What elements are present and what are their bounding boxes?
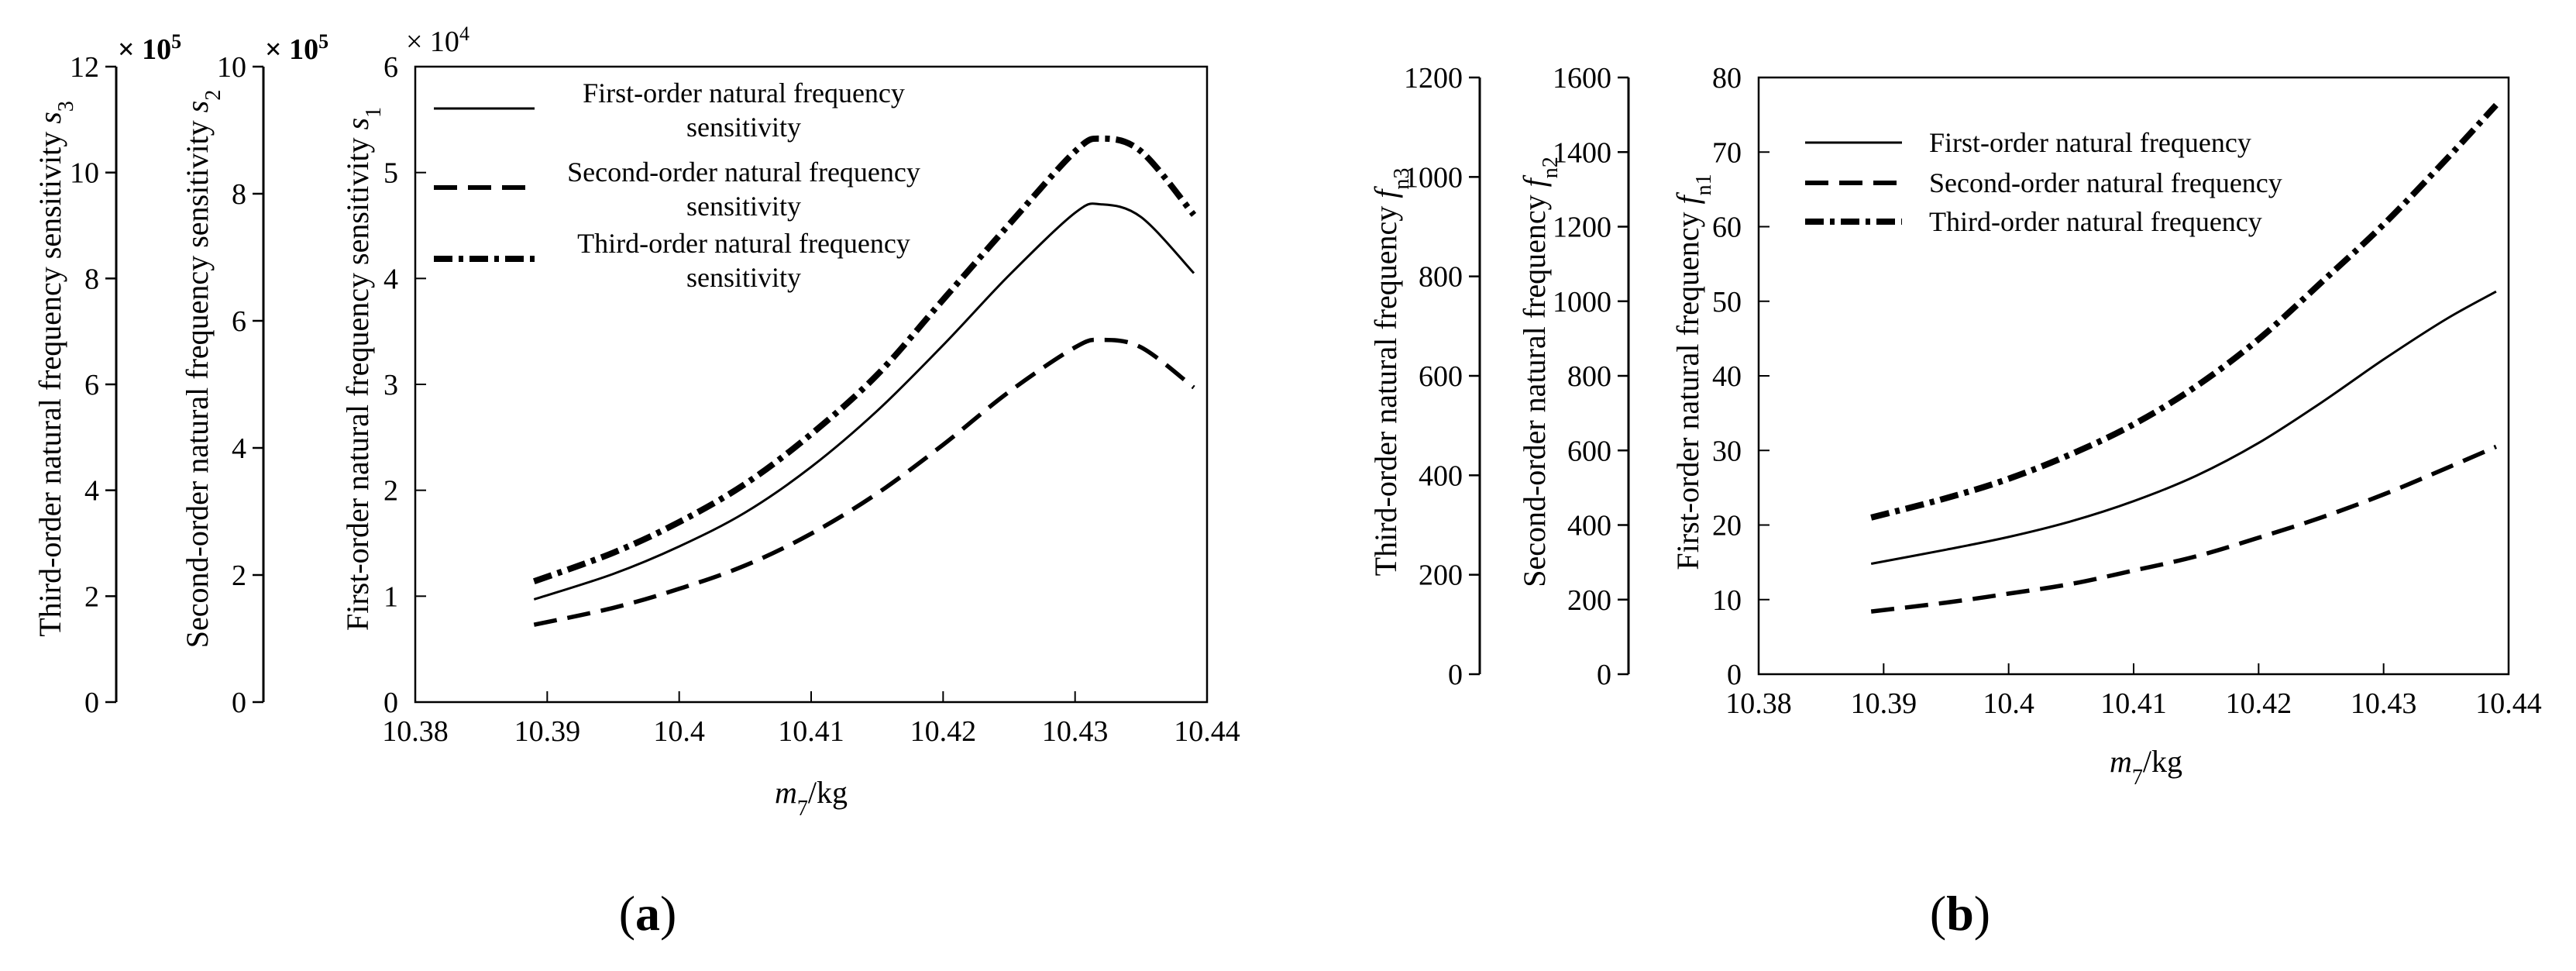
x-tick-label: 10.4 [1983,687,2034,720]
y-tick-label: 3 [383,369,398,401]
y-tick-label: 600 [1419,360,1463,393]
y-axis-label-fn2: Second-order natural frequency fn2 [1517,157,1563,587]
y-tick-label: 10 [217,51,246,84]
x-tick-label: 10.38 [382,715,449,748]
series-a [532,135,1197,627]
x-tick-label: 10.44 [1174,715,1240,748]
y-tick-label: 40 [1712,360,1742,393]
y-tick-label: 8 [232,178,246,211]
legend-label: sensitivity [686,112,801,143]
multiplier-s1: × 104 [406,22,469,59]
x-tick-label: 10.39 [1851,687,1917,720]
x-tick-label: 10.42 [2226,687,2292,720]
y-tick-label: 4 [383,263,398,295]
x-tick-label: 10.43 [2351,687,2417,720]
x-tick-label: 10.39 [514,715,581,748]
x-tick-label: 10.44 [2475,687,2542,720]
y-tick-label: 0 [232,687,246,719]
y-tick-label: 60 [1712,212,1742,244]
y-axes-b: 0102030405060708002004006008001000120014… [1404,62,1769,691]
y-tick-label: 600 [1567,435,1611,467]
y-tick-label: 1000 [1404,161,1463,194]
legend-label: Second-order natural frequency [567,157,920,188]
y-tick-label: 10 [1712,584,1742,617]
y-tick-label: 400 [1419,460,1463,492]
panel-label-a: (a) [619,886,677,941]
y-tick-label: 4 [232,432,246,465]
y-tick-label: 12 [70,51,99,84]
panel-label-b: (b) [1930,886,1990,941]
x-tick-label: 10.43 [1042,715,1109,748]
y-tick-label: 1200 [1404,62,1463,95]
y-tick-label: 2 [84,580,99,613]
y-tick-label: 0 [1597,659,1611,691]
legend-label: Second-order natural frequency [1929,167,2282,198]
chart-panel-a: 10.38 10.39 10.4 10.41 10.42 10.43 10.44 01234… [33,22,1240,942]
legend-label: First-order natural frequency [583,77,905,108]
legend-label: Third-order natural frequency [1929,206,2262,237]
x-tick-label: 10.4 [653,715,705,748]
legend-label: sensitivity [686,262,801,293]
y-tick-label: 4 [84,475,99,508]
series-line-solid [533,202,1195,601]
y-tick-label: 70 [1712,136,1742,169]
series-line-dashdot [532,135,1197,584]
x-axis-label-a: m7/kg [775,775,848,821]
y-tick-label: 800 [1567,360,1611,393]
y-tick-label: 2 [383,475,398,508]
series-line-dashed [1870,444,2497,614]
y-tick-label: 50 [1712,286,1742,319]
legend-label: Third-order natural frequency [577,228,910,259]
legend-label: First-order natural frequency [1929,127,2251,158]
y-axis-label-s1: First-order natural frequency sensitivit… [340,107,386,631]
y-tick-label: 1600 [1553,62,1611,95]
y-tick-label: 80 [1712,62,1742,95]
y-tick-label: 6 [232,305,246,338]
x-ticks-b: 10.38 10.39 10.4 10.41 10.42 10.43 10.44 [1725,663,2542,720]
y-tick-label: 1200 [1553,212,1611,244]
x-tick-label: 10.42 [910,715,977,748]
legend-label: sensitivity [686,191,801,222]
legend-a: First-order natural frequency sensitivit… [434,77,920,293]
y-tick-label: 0 [84,687,99,719]
x-tick-label: 10.41 [2100,687,2167,720]
multiplier-s2: × 105 [265,30,328,67]
y-tick-label: 8 [84,263,99,295]
multiplier-s3: × 105 [118,30,181,67]
y-tick-label: 6 [383,51,398,84]
series-line-dashed [533,337,1195,627]
x-tick-label: 10.41 [778,715,844,748]
series-line-dashdot [1870,102,2499,521]
y-tick-label: 800 [1419,261,1463,294]
y-tick-label: 10 [70,157,99,190]
y-axis-label-fn3: Third-order natural frequency fn3 [1368,168,1414,577]
y-tick-label: 1000 [1553,286,1611,319]
series-line-solid [1870,290,2497,565]
y-tick-label: 1400 [1553,136,1611,169]
x-ticks-a: 10.38 10.39 10.4 10.41 10.42 10.43 10.44 [382,691,1240,748]
y-tick-label: 5 [383,157,398,190]
series-b [1870,102,2499,614]
y-tick-label: 30 [1712,435,1742,467]
y-tick-label: 400 [1567,510,1611,542]
y-tick-label: 200 [1419,560,1463,592]
y-axis-label-fn1: First-order natural frequency fn1 [1670,174,1716,570]
y-tick-label: 0 [1448,659,1463,691]
y-axis-label-s3: Third-order natural frequency sensitivit… [33,101,78,637]
x-tick-label: 10.38 [1725,687,1792,720]
y-tick-label: 2 [232,560,246,592]
x-axis-label-b: m7/kg [2110,744,2182,790]
chart-panel-b: 10.38 10.39 10.4 10.41 10.42 10.43 10.44 0 10 20… [1368,62,2542,941]
y-tick-label: 200 [1567,584,1611,617]
y-tick-label: 0 [1727,659,1742,691]
legend-b: First-order natural frequency Second-ord… [1805,127,2282,237]
y-tick-label: 1 [383,580,398,613]
y-tick-label: 20 [1712,510,1742,542]
y-tick-label: 6 [84,369,99,401]
y-tick-label: 0 [383,687,398,719]
y-axis-label-s2: Second-order natural frequency sensitivi… [180,90,225,648]
